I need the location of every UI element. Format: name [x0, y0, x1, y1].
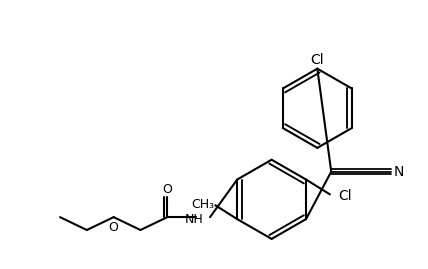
Text: Cl: Cl [338, 189, 351, 203]
Text: O: O [162, 183, 172, 196]
Text: CH₃: CH₃ [191, 198, 214, 211]
Text: O: O [109, 221, 119, 233]
Text: NH: NH [184, 213, 203, 226]
Text: Cl: Cl [310, 53, 324, 67]
Text: N: N [394, 165, 404, 179]
